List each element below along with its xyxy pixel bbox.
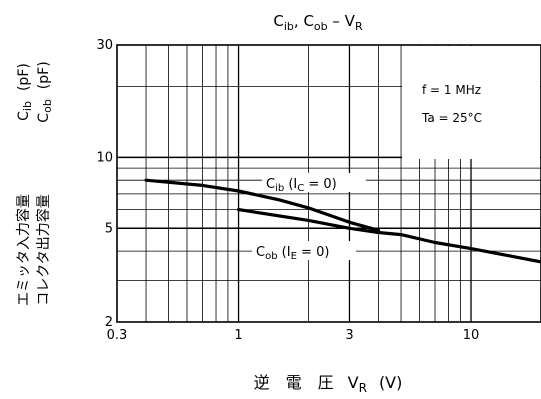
y-axis-label: エミッタ入力容量 コレクタ出力容量 Cib(pF) Cob(pF) [15, 61, 54, 306]
x-axis-label: 逆 電 圧 VR (V) [254, 373, 403, 395]
condition-frequency: f = 1 MHz [422, 83, 481, 97]
condition-temperature: Ta = 25°C [421, 111, 482, 125]
x-tick-label: 10 [463, 328, 480, 343]
plot-frame [116, 44, 541, 323]
cob-label-bg [252, 241, 356, 260]
tick-labels: 0.3 1 3 10 2 5 10 30 [96, 38, 479, 343]
series-line-cob [237, 208, 541, 264]
y-tick-label: 5 [105, 221, 113, 236]
series-layer [144, 178, 541, 264]
y-tick-label: 30 [96, 38, 113, 53]
y-label-cob: Cob(pF) [36, 61, 54, 122]
y-label-emitter: エミッタ入力容量 [15, 194, 32, 306]
cib-label-bg [262, 173, 366, 192]
cob-series-label: Cob (IE = 0) [256, 245, 329, 262]
conditions-box [402, 46, 540, 159]
x-tick-label: 1 [234, 328, 242, 343]
y-label-cib: Cib(pF) [16, 63, 34, 121]
y-tick-label: 2 [105, 315, 113, 330]
y-label-collector: コレクタ出力容量 [35, 194, 52, 305]
cib-series-label: Cib (IC = 0) [266, 177, 337, 194]
chart-title: Cib, Cob – VR [273, 12, 363, 33]
series-line-cib [144, 178, 381, 232]
x-tick-label: 3 [345, 328, 353, 343]
y-tick-label: 10 [96, 150, 113, 165]
x-tick-label: 0.3 [107, 328, 128, 343]
